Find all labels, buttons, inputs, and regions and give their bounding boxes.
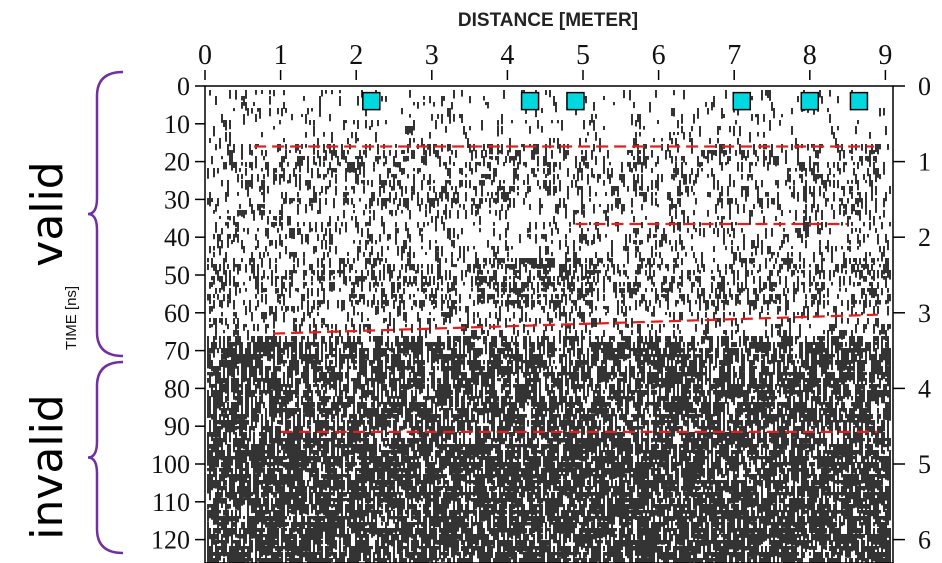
y-tick-label: 50 [164, 261, 190, 290]
region-labels: valid invalid [22, 161, 73, 539]
x-tick-label: 4 [500, 40, 514, 71]
antenna-markers [362, 91, 869, 111]
right-tick-label: 5 [918, 450, 931, 479]
marker-square [566, 91, 585, 111]
x-tick-label: 1 [274, 40, 288, 71]
right-tick-label: 6 [918, 526, 931, 555]
marker-square [362, 91, 381, 111]
x-tick-label: 8 [803, 40, 817, 71]
y-tick-label: 110 [152, 488, 190, 517]
y-tick-label: 10 [164, 110, 190, 139]
x-tick-label: 5 [576, 40, 590, 71]
y-tick-label: 40 [164, 223, 190, 252]
y-tick-label: 70 [164, 337, 190, 366]
reference-lines [254, 145, 878, 433]
marker-square [849, 91, 869, 111]
x-tick-label: 3 [425, 40, 439, 71]
x-tick-label: 2 [349, 40, 363, 71]
right-tick-label: 0 [918, 72, 931, 101]
marker-square [520, 91, 540, 111]
radar-traces [207, 90, 891, 563]
y-tick-labels: 0 10 20 30 40 50 60 70 80 90 100 110 120 [151, 72, 205, 555]
y-tick-label: 20 [164, 148, 190, 177]
right-tick-labels: 0 1 2 3 4 5 6 [893, 72, 931, 555]
y-tick-label: 30 [164, 185, 190, 214]
y-tick-label: 90 [164, 412, 190, 441]
x-tick-label: 0 [198, 40, 212, 71]
x-tick-label: 9 [878, 40, 892, 71]
x-axis-title: DISTANCE [METER] [458, 10, 638, 31]
marker-square [732, 91, 752, 111]
right-tick-label: 1 [918, 148, 931, 177]
right-tick-label: 4 [918, 374, 931, 403]
y-tick-label: 100 [151, 450, 190, 479]
plot-area [204, 85, 894, 563]
region-bracket [87, 70, 124, 358]
radar-noise-texture [207, 90, 891, 563]
region-bracket [87, 360, 124, 555]
x-tick-label: 6 [652, 40, 666, 71]
region-brackets [87, 70, 124, 555]
y-tick-label: 120 [151, 526, 190, 555]
x-tick-labels: 0 1 2 3 4 5 6 7 8 9 [198, 40, 892, 80]
y-tick-label: 60 [164, 299, 190, 328]
y-axis-title: TIME [ns] [63, 286, 80, 350]
reference-line [273, 313, 878, 335]
y-tick-label: 80 [164, 374, 190, 403]
region-label-valid: valid [22, 161, 73, 266]
right-tick-label: 2 [918, 223, 931, 252]
marker-square [800, 91, 820, 111]
region-label-invalid: invalid [22, 394, 73, 540]
y-tick-label: 0 [177, 72, 190, 101]
right-tick-label: 3 [918, 299, 931, 328]
x-tick-label: 7 [727, 40, 741, 71]
